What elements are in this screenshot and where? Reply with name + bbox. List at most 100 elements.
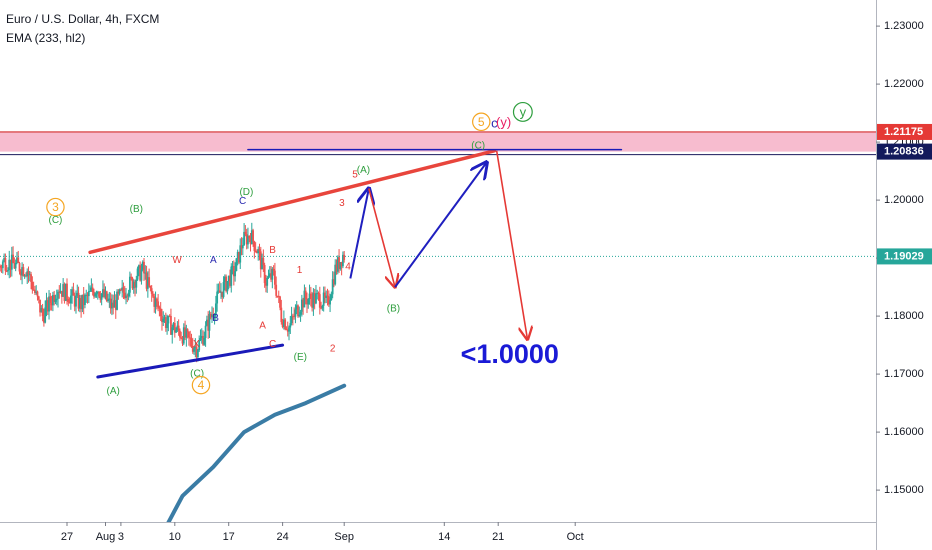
candle-body xyxy=(340,262,343,267)
candle xyxy=(0,264,3,273)
wave-label: 5 xyxy=(352,170,358,181)
candle-body xyxy=(336,257,339,272)
candle-body xyxy=(75,295,77,307)
candle xyxy=(80,295,83,318)
candle-body xyxy=(60,290,63,297)
candle-body xyxy=(300,299,303,312)
candle xyxy=(104,286,107,300)
candle xyxy=(320,301,322,310)
candle xyxy=(130,273,133,281)
wave-label: 4 xyxy=(345,261,351,272)
candle xyxy=(270,265,272,283)
wave-label: C xyxy=(269,339,276,350)
candle xyxy=(299,309,302,322)
candle-body xyxy=(112,302,115,308)
candle-body xyxy=(4,258,7,271)
candle-body xyxy=(280,307,283,323)
candle-body xyxy=(26,271,29,277)
candle xyxy=(176,321,179,333)
svg-text:B: B xyxy=(269,245,276,256)
candle-body xyxy=(214,303,217,316)
candle xyxy=(290,306,293,326)
candle xyxy=(112,294,115,315)
projection-paths xyxy=(349,150,527,339)
candle-body xyxy=(127,292,130,297)
candle xyxy=(78,294,81,313)
candle xyxy=(167,315,170,332)
candle xyxy=(25,272,27,278)
wave-label: B xyxy=(212,313,219,324)
candle xyxy=(247,227,249,249)
candle-body xyxy=(155,298,158,302)
wave-label: (B) xyxy=(130,204,143,215)
candle-body xyxy=(84,295,86,306)
time-tick-label: 10 xyxy=(169,531,181,543)
candle-body xyxy=(184,327,186,338)
candle-body xyxy=(118,289,121,294)
candle xyxy=(60,290,63,304)
candle-body xyxy=(58,291,61,293)
candle xyxy=(173,317,176,338)
candle-body xyxy=(123,292,126,298)
candle-body xyxy=(326,295,329,297)
candle xyxy=(155,297,158,310)
candle-body xyxy=(268,273,271,277)
candle-body xyxy=(236,251,239,259)
candle-body xyxy=(286,329,289,332)
wave-label: (C) xyxy=(49,215,63,226)
candle xyxy=(342,251,344,269)
candle-body xyxy=(231,265,234,267)
candle xyxy=(339,262,342,271)
candle xyxy=(265,274,267,293)
candle-body xyxy=(262,257,265,266)
candle-body xyxy=(162,318,165,323)
candle-body xyxy=(216,291,219,304)
candle-body xyxy=(157,301,160,308)
candle xyxy=(177,319,180,336)
time-tick-label: 14 xyxy=(438,531,450,543)
candle xyxy=(263,262,266,288)
candle-body xyxy=(209,313,212,318)
candle xyxy=(338,249,340,273)
candle-body xyxy=(73,295,76,307)
candle xyxy=(73,292,76,312)
candle xyxy=(181,336,184,347)
candle-body xyxy=(146,277,149,289)
wave-label: (E) xyxy=(294,352,307,363)
candle-body xyxy=(322,292,325,306)
candle-body xyxy=(308,293,311,299)
candle xyxy=(122,282,125,299)
time-tick-label: 27 xyxy=(61,531,73,543)
candle-body xyxy=(272,268,275,271)
candle xyxy=(91,283,94,296)
candle-body xyxy=(223,276,226,283)
candle-body xyxy=(197,350,199,358)
candle-body xyxy=(315,293,317,304)
candle-body xyxy=(275,284,278,296)
candle-body xyxy=(198,340,201,351)
candle-body xyxy=(188,331,190,338)
candle xyxy=(185,324,188,347)
candle xyxy=(321,304,324,311)
candle xyxy=(245,228,248,250)
candle xyxy=(309,286,312,307)
candle-body xyxy=(320,307,322,309)
candle-body xyxy=(247,235,249,245)
candle xyxy=(220,283,222,299)
candle-body xyxy=(335,264,338,272)
candle xyxy=(57,289,59,308)
candle xyxy=(68,297,71,304)
candle-body xyxy=(121,287,124,290)
candle xyxy=(213,312,216,325)
candle-body xyxy=(259,251,262,270)
candle-body xyxy=(164,317,167,328)
candle xyxy=(254,242,257,253)
candle xyxy=(37,295,40,304)
candle-body xyxy=(249,238,252,244)
candle-body xyxy=(108,298,111,300)
candle xyxy=(94,291,97,298)
candle xyxy=(121,279,124,298)
candle-body xyxy=(55,298,58,300)
candle xyxy=(26,268,29,284)
